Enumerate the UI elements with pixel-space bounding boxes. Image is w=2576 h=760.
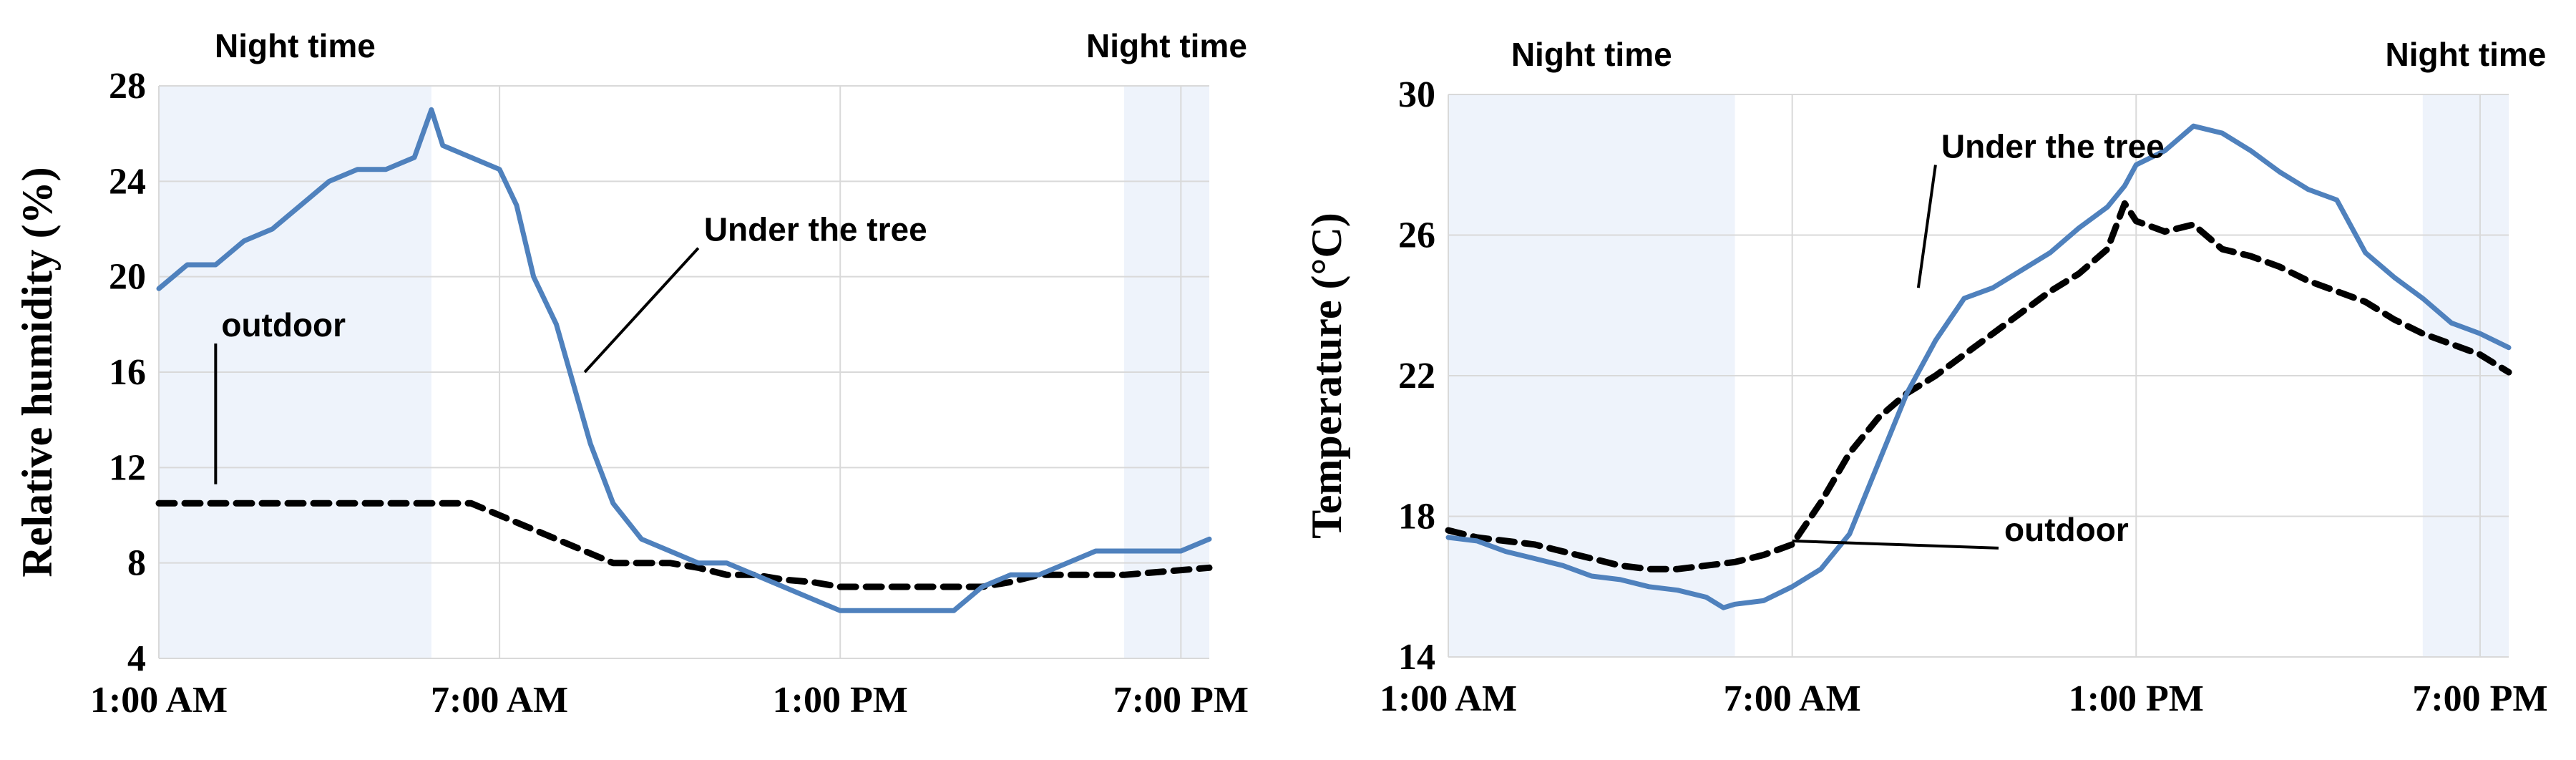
y-tick-label: 16 bbox=[109, 352, 146, 393]
night-time-label: Night time bbox=[2385, 36, 2546, 73]
night-time-label: Night time bbox=[1086, 27, 1247, 64]
annotation-label: outdoor bbox=[2004, 511, 2129, 548]
series-line-outdoor bbox=[1445, 200, 2512, 573]
chart-panel-1: Night time Night time 4 8 12 16 20 24 28 1:00 AM 7… bbox=[14, 27, 1249, 721]
annotation-label: Under the tree bbox=[704, 211, 927, 248]
y-tick-label: 22 bbox=[1398, 356, 1435, 396]
y-tick-label: 24 bbox=[109, 161, 146, 202]
x-tick-label: 7:00 AM bbox=[1724, 678, 1861, 719]
y-tick-label: 4 bbox=[127, 638, 146, 679]
annotation-leader-line bbox=[583, 247, 700, 374]
y-axis-label: Temperature (°C) bbox=[1303, 213, 1350, 539]
series-line-under-the-tree bbox=[156, 107, 1212, 613]
x-tick-label: 1:00 PM bbox=[773, 680, 908, 721]
x-tick-label: 1:00 PM bbox=[2069, 678, 2204, 719]
x-tick-label: 7:00 PM bbox=[2412, 678, 2547, 719]
night-time-label: Night time bbox=[215, 27, 376, 64]
annotation-label: outdoor bbox=[221, 306, 346, 344]
series-line-under-the-tree bbox=[1445, 123, 2512, 610]
y-tick-label: 14 bbox=[1398, 637, 1435, 678]
night-time-label: Night time bbox=[1511, 36, 1672, 73]
annotation-label: Under the tree bbox=[1941, 127, 2165, 165]
x-tick-label: 7:00 PM bbox=[1113, 680, 1249, 721]
y-tick-label: 26 bbox=[1398, 215, 1435, 256]
y-tick-label: 12 bbox=[109, 447, 146, 488]
y-tick-label: 18 bbox=[1398, 497, 1435, 537]
chart-panel-2: Night time Night time 14 18 22 26 30 1:00 AM 7:0… bbox=[1303, 36, 2548, 719]
y-tick-label: 8 bbox=[127, 543, 146, 584]
y-tick-label: 30 bbox=[1398, 74, 1435, 115]
y-tick-label: 28 bbox=[109, 66, 146, 107]
y-tick-label: 20 bbox=[109, 257, 146, 298]
annotation-leader-line bbox=[1792, 539, 1999, 550]
x-tick-label: 1:00 AM bbox=[90, 680, 228, 721]
x-tick-label: 7:00 AM bbox=[431, 680, 568, 721]
y-axis-label: Relative humidity (%) bbox=[14, 167, 61, 577]
x-tick-label: 1:00 AM bbox=[1380, 678, 1517, 719]
annotation-leader-line bbox=[1916, 165, 1937, 288]
